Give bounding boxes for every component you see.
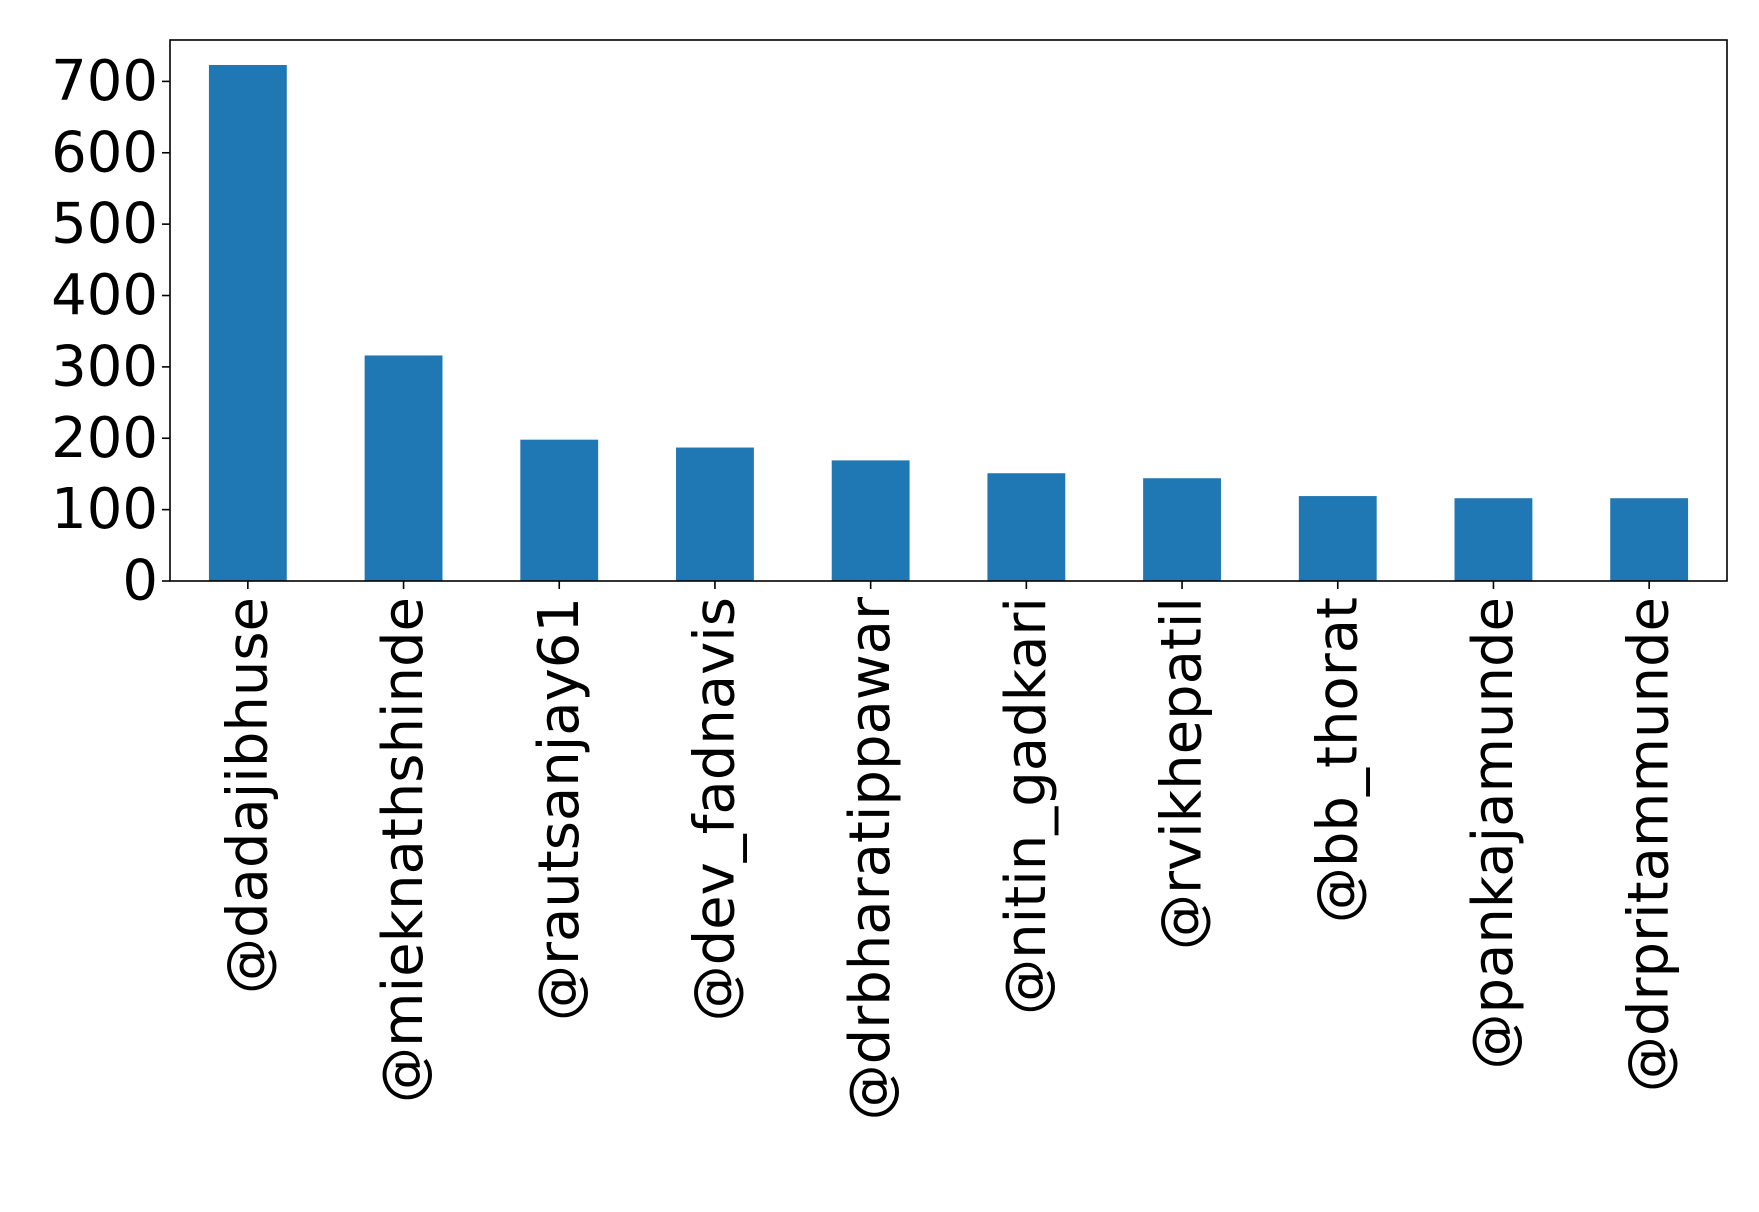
- x-tick-label: @drbharatippawar: [838, 596, 903, 1120]
- bars-layer: [208, 64, 1689, 581]
- bar-dev-fadnavis: [676, 447, 754, 581]
- bar-mieknathshinde: [364, 355, 443, 581]
- y-tick-label: 500: [51, 192, 158, 257]
- y-tick-label: 200: [51, 406, 158, 471]
- y-tick-label: 0: [122, 549, 158, 614]
- y-tick-label: 700: [51, 49, 158, 114]
- x-tick-label: @pankajamunde: [1461, 597, 1526, 1070]
- y-tick-label: 100: [51, 477, 158, 542]
- x-tick-label: @rvikhepatil: [1150, 597, 1215, 950]
- x-tick-label: @dev_fadnavis: [682, 597, 747, 1021]
- x-tick-label: @rautsanjay61: [527, 597, 592, 1021]
- bar-dadajibhuse: [208, 64, 287, 581]
- y-tick-label: 600: [51, 120, 158, 185]
- bar-drbharatippawar: [831, 460, 910, 581]
- x-tick-label: @nitin_gadkari: [994, 597, 1059, 1015]
- y-tick-label: 300: [51, 334, 158, 399]
- plot-frame: [169, 39, 1728, 582]
- x-axis: @dadajibhuse @mieknathshinde @rautsanjay61…: [215, 581, 1682, 1120]
- bar-pankajamunde: [1454, 498, 1533, 581]
- bar-rvikhepatil: [1143, 478, 1221, 581]
- bar-drpritammunde: [1610, 498, 1689, 581]
- x-tick-label: @bb_thorat: [1305, 597, 1370, 923]
- x-tick-label: @drpritammunde: [1617, 597, 1682, 1092]
- y-tick-label: 400: [51, 263, 158, 328]
- bar-rautsanjay61: [520, 439, 599, 581]
- x-tick-label: @dadajibhuse: [215, 597, 280, 994]
- x-tick-label: @mieknathshinde: [371, 597, 436, 1103]
- bar-nitin-gadkari: [987, 473, 1066, 581]
- bar-bb-thorat: [1298, 496, 1377, 581]
